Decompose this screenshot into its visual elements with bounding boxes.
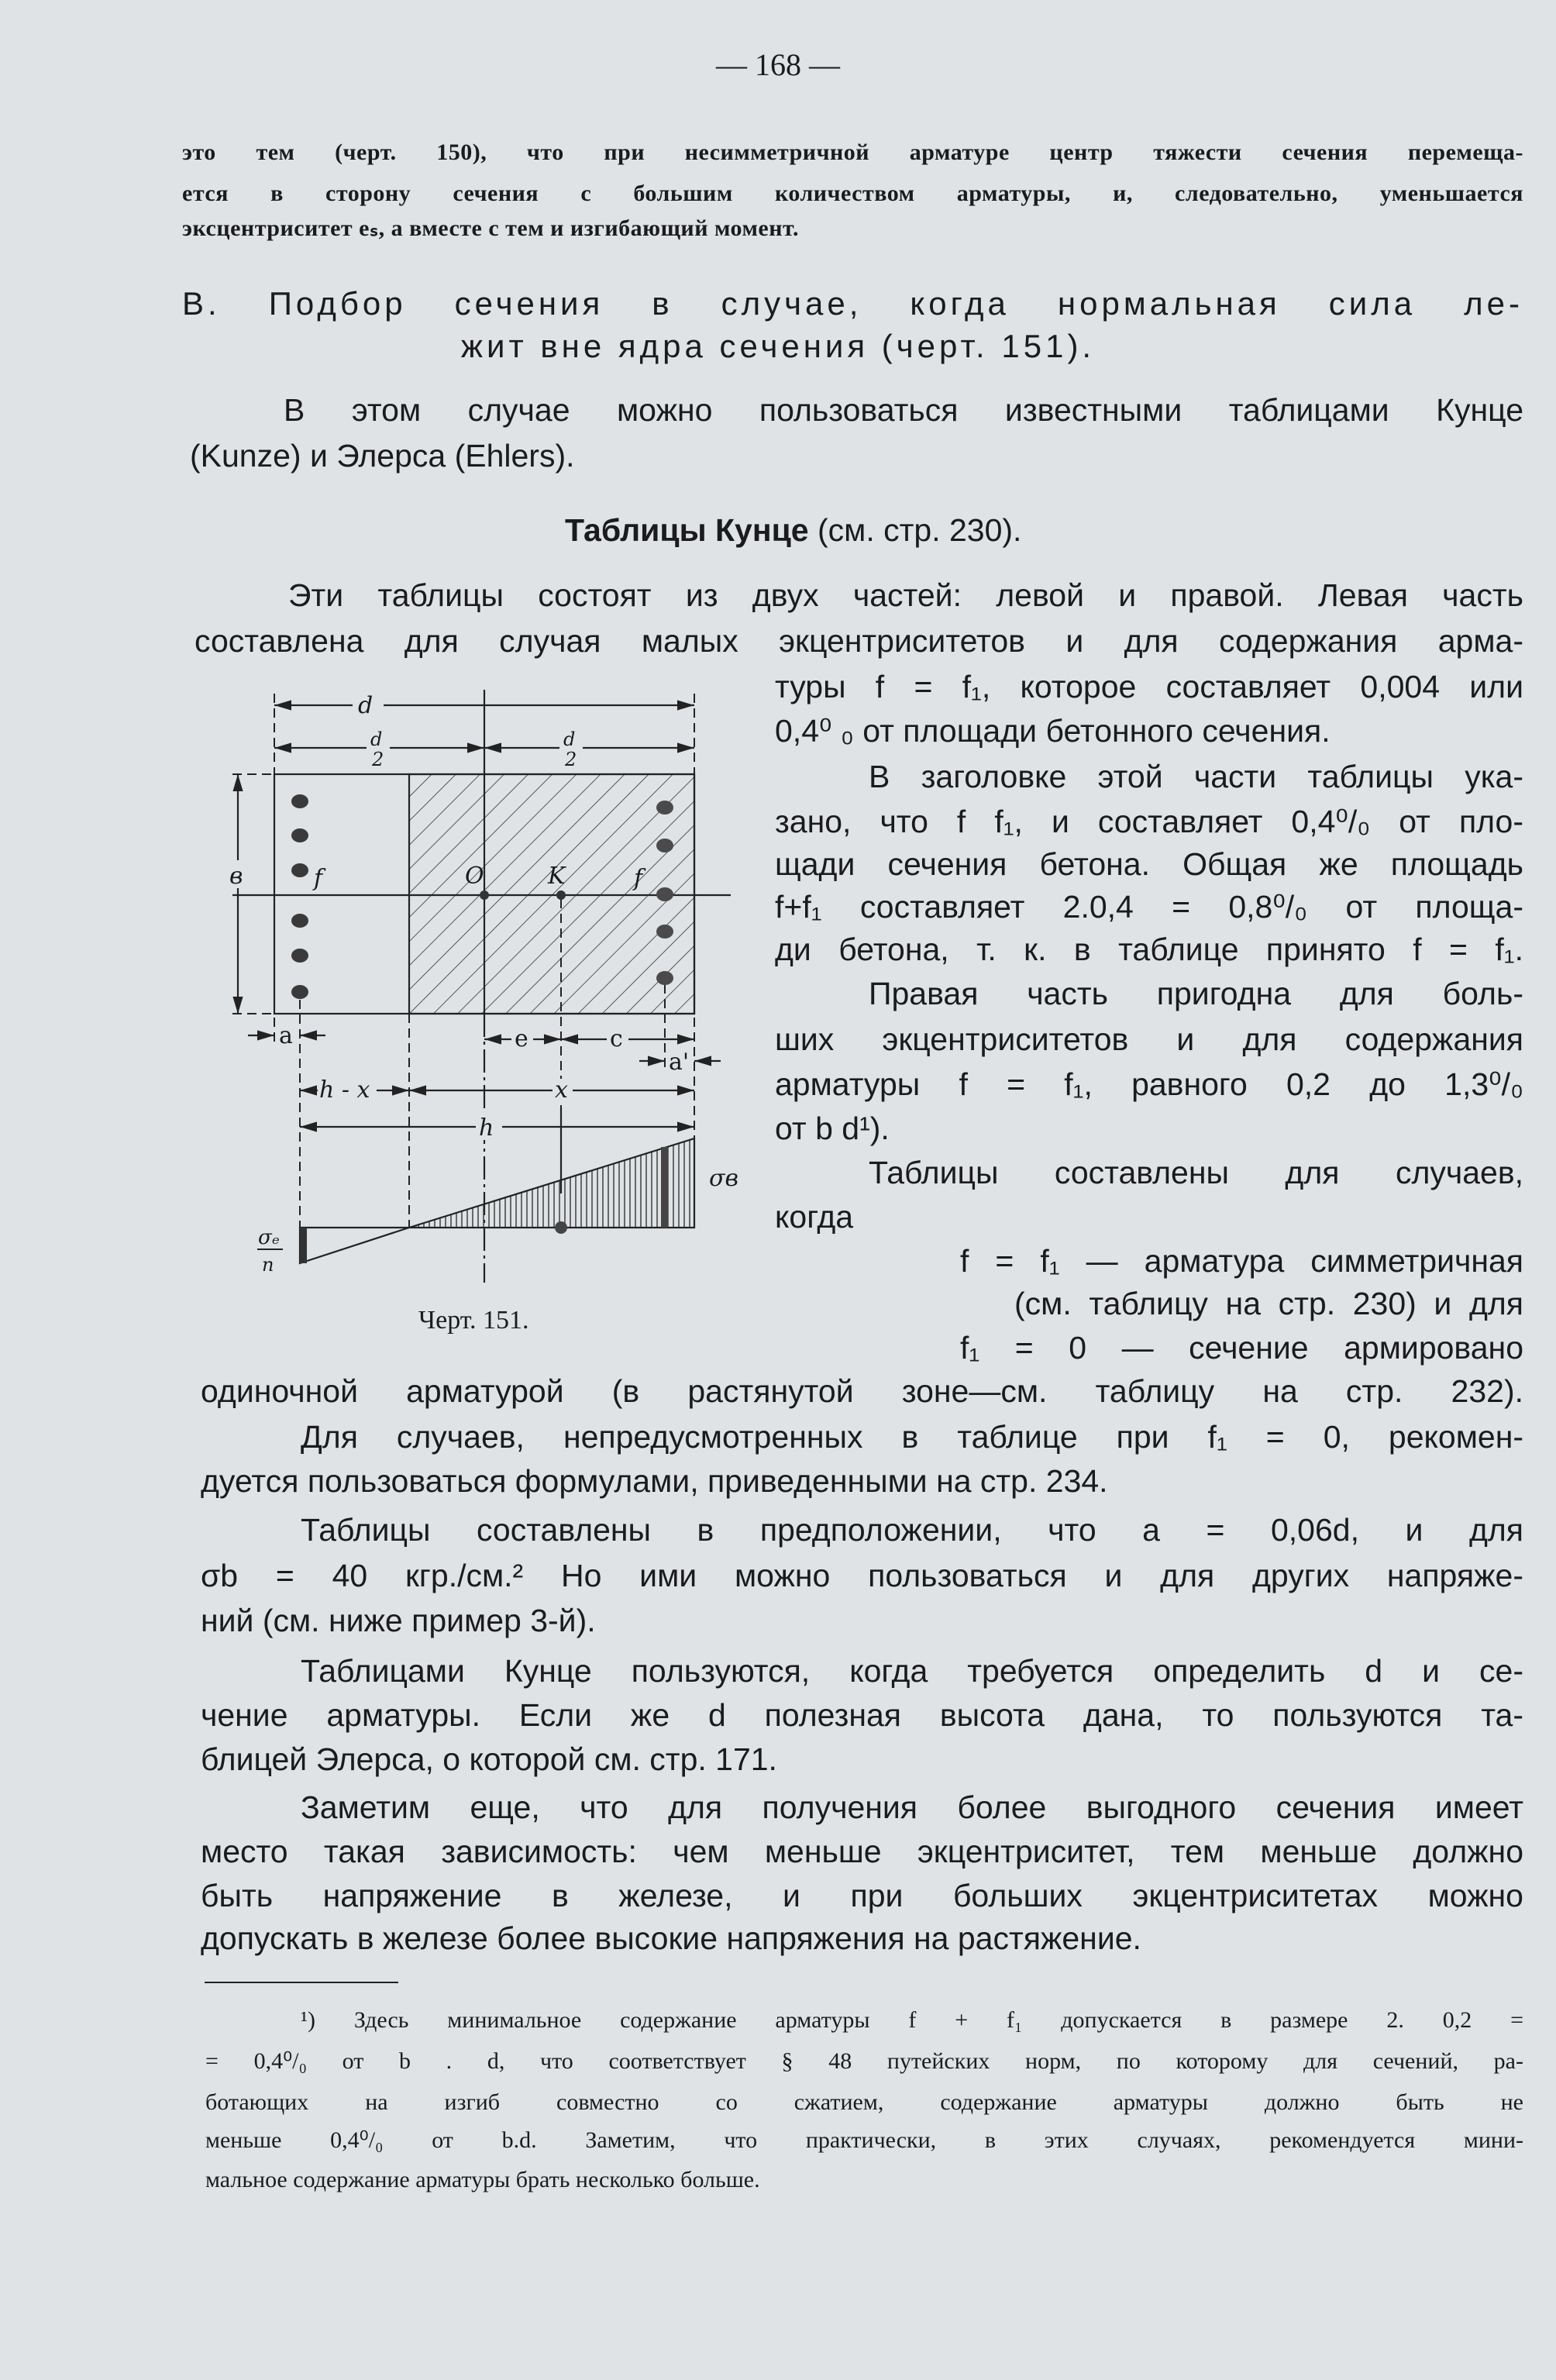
footnote-line: мальное содержание арматуры брать нескол… [205,2167,760,2192]
section-heading: В. Подбор сечения в случае, когда нормал… [182,285,1523,322]
column-line: Таблицы составлены для случаев, [869,1155,1523,1190]
compression-stress-triangle [408,1137,696,1229]
label-two: 2 [371,749,384,770]
rebars-left [291,794,308,999]
k-point-icon [556,890,566,900]
body-line: Заметим еще, что для получения более выг… [301,1789,1523,1825]
body-line: дуется пользоваться формулами, приведенн… [201,1463,1108,1499]
label-x: x [555,1076,568,1104]
column-line: когда [775,1199,854,1235]
footnote-line: ботающих на изгиб совместно со сжатием, … [205,2089,1523,2115]
tension-stress-triangle [298,1226,410,1265]
column-line: туры f = f₁, которое составляет 0,004 ил… [775,669,1523,704]
body-line: место такая зависимость: чем меньше экце… [201,1834,1523,1869]
subheading: Таблицы Кунце (см. стр. 230). [565,511,1021,549]
label-two: 2 [564,749,577,770]
figure-caption: Черт. 151. [418,1306,529,1335]
subheading-bold: Таблицы Кунце [565,512,809,548]
figure-151-diagram: d d 2 d 2 в f O K f a e c a' h - x x h σ… [229,690,738,1283]
column-line: Правая часть пригодна для боль- [869,976,1523,1011]
column-line: арматуры f = f₁, равного 0,2 до 1,3⁰/₀ [775,1066,1523,1102]
intro-line: эксцентриситет eₛ, а вместе с тем и изги… [182,215,799,241]
label-d: d [358,692,373,719]
body-line: быть напряжение в железе, и при больших … [201,1878,1523,1913]
column-line: зано, что f f₁, и составляет 0,4⁰/₀ от п… [775,804,1523,839]
label-k: K [547,863,566,890]
body-line: блицей Элерса, о которой см. стр. 171. [201,1741,777,1777]
label-n: n [262,1254,274,1276]
column-line: f+f₁ составляет 2.0,4 = 0,8⁰/₀ от площа- [775,889,1523,925]
label-h-x: h - x [319,1076,370,1104]
body-line: чение арматуры. Если же d полезная высот… [201,1697,1523,1733]
label-sigma-e: σₑ [258,1226,280,1249]
label-sigma-b: σв [709,1165,738,1192]
intro-line: это тем (черт. 150), что при несимметрич… [182,139,1523,165]
body-line: Таблицами Кунце пользуются, когда требуе… [301,1653,1523,1689]
label-b: в [229,863,243,890]
column-line: ших экцентриситетов и для содержания [775,1021,1523,1057]
paragraph-line: составлена для случая малых экцентрисите… [194,623,1523,659]
label-a-prime: a' [669,1049,689,1076]
paragraph-line: В этом случае можно пользоваться известн… [284,392,1523,428]
label-d-half: d [563,728,575,750]
footnote-line: меньше 0,4⁰/₀ от b.d. Заметим, что практ… [205,2127,1523,2153]
body-line: Для случаев, непредусмотренных в таблице… [301,1419,1523,1455]
paragraph-line: (Kunze) и Элерса (Ehlers). [190,438,575,474]
column-line: (см. таблицу на стр. 230) и для [1014,1286,1523,1321]
footnote-line: = 0,4⁰/₀ от b . d, что соответствует § 4… [205,2048,1523,2074]
compression-steel-stress [661,1147,668,1228]
column-line: f = f₁ — арматура симметричная [960,1243,1523,1279]
rebars-right [656,801,673,985]
label-d-half: d [370,728,382,750]
center-point-icon [480,890,489,900]
force-point-icon [555,1221,567,1234]
label-c: c [610,1025,623,1052]
footnote-line: ¹) Здесь минимальное содержание арматуры… [301,2007,1523,2033]
label-h: h [479,1114,494,1142]
label-o: O [465,863,484,890]
column-line: ди бетона, т. к. в таблице принято f = f… [775,932,1523,967]
compressed-zone-hatch [408,773,696,1015]
tension-steel-stress [300,1228,307,1263]
column-line: 0,4⁰ ₀ от площади бетонного сечения. [775,713,1331,749]
subheading-ref: (см. стр. 230). [818,512,1022,548]
body-line: ний (см. ниже пример 3-й). [201,1603,596,1638]
body-line: σb = 40 кгр./см.² Но ими можно пользоват… [201,1558,1523,1593]
page-number: — 168 — [716,47,840,82]
body-line: одиночной арматурой (в растянутой зоне—с… [201,1373,1523,1409]
label-a: a [279,1022,293,1049]
section-heading: жит вне ядра сечения (черт. 151). [460,328,1096,364]
footnote-divider [205,1982,398,1983]
body-line: Таблицы составлены в предположении, что … [301,1512,1523,1548]
column-line: f₁ = 0 — сечение армировано [960,1330,1523,1366]
column-line: В заголовке этой части таблицы ука- [869,759,1523,794]
column-line: щади сечения бетона. Общая же площадь [775,846,1523,882]
paragraph-line: Эти таблицы состоят из двух частей: лево… [288,577,1523,613]
label-f-left: f [312,865,326,892]
column-line: от b d¹). [775,1111,890,1146]
intro-line: ется в сторону сечения с большим количес… [182,181,1523,206]
label-e: e [515,1025,528,1052]
body-line: допускать в железе более высокие напряже… [201,1920,1141,1956]
